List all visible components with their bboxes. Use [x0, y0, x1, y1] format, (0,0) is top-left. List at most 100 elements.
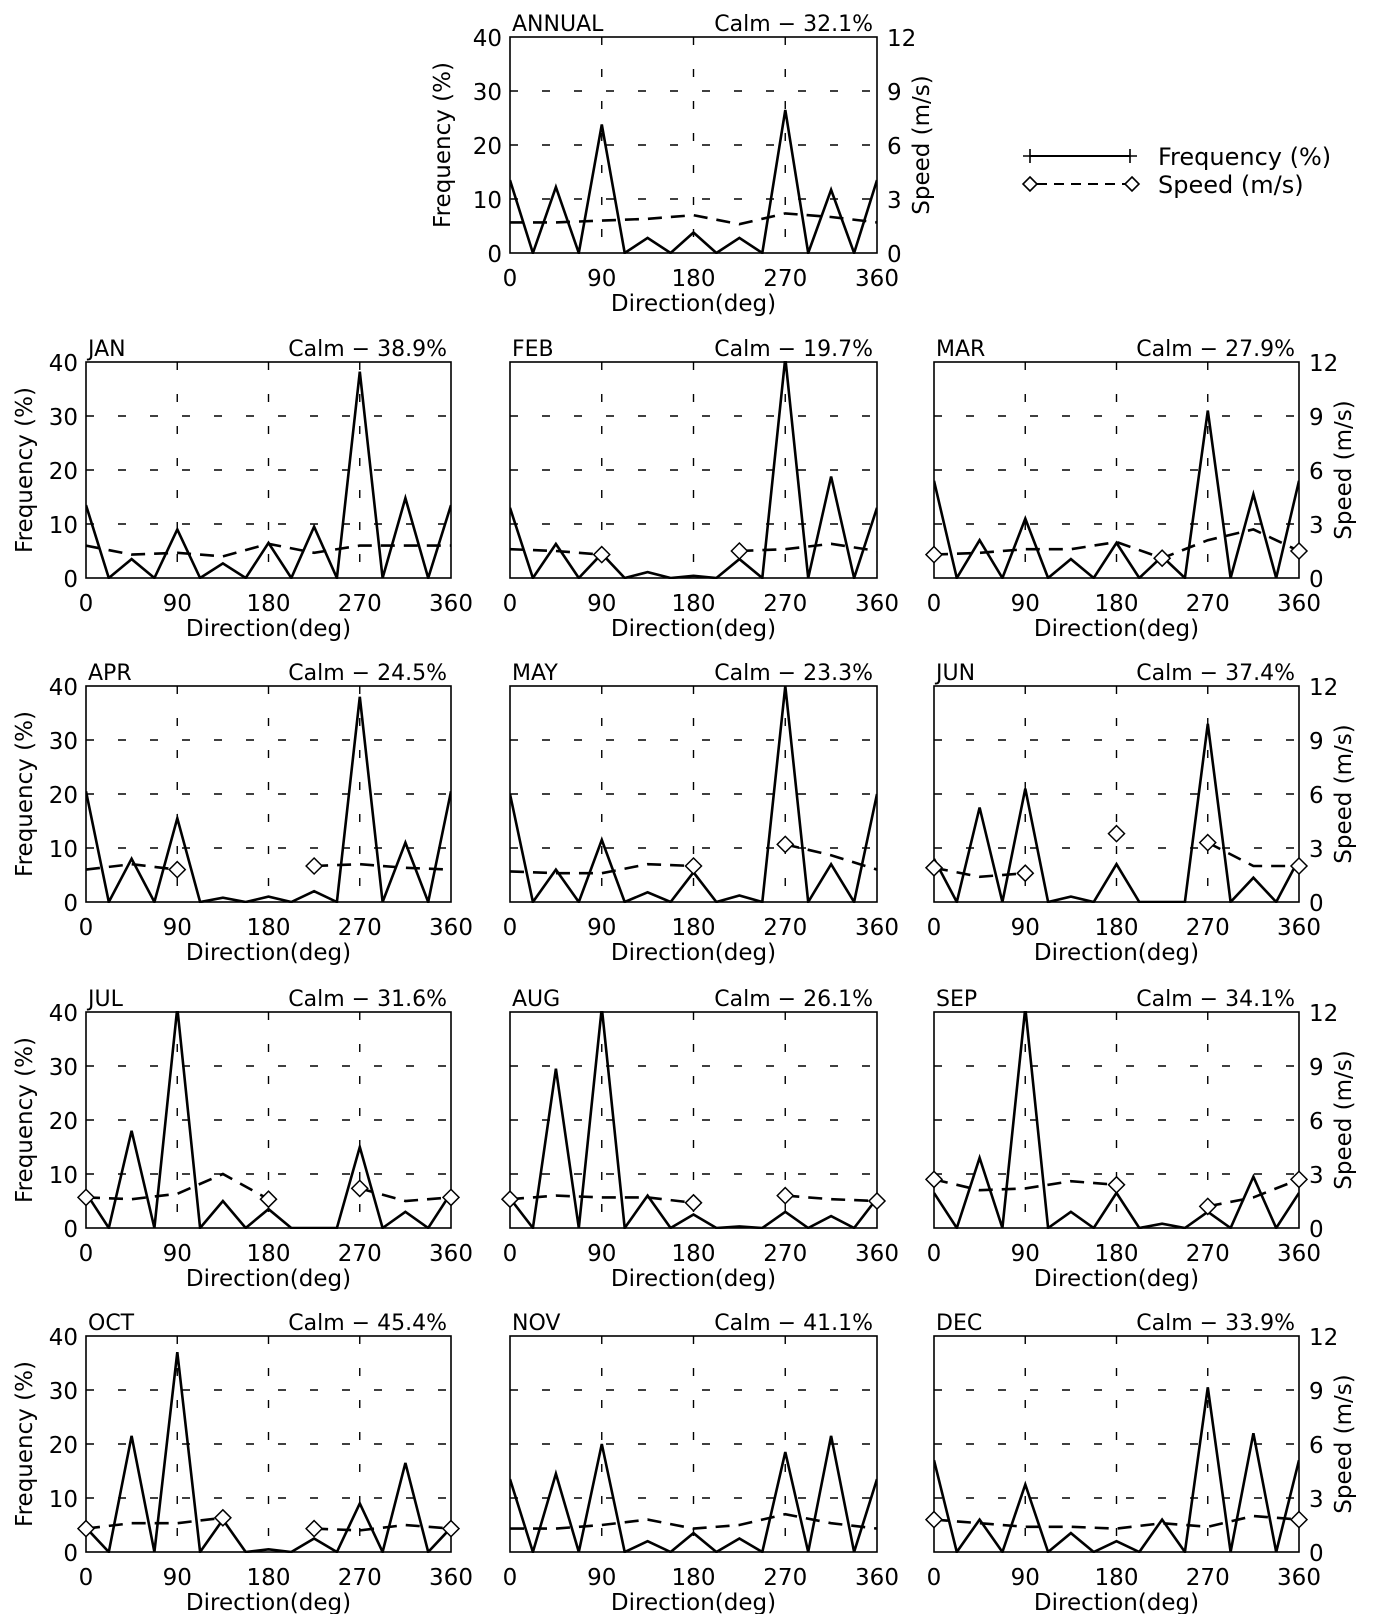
x-tick-label: 0 — [79, 1565, 94, 1591]
y2-tick-label: 6 — [1309, 783, 1324, 809]
y2-tick-label: 3 — [1309, 1163, 1324, 1189]
speed-marker — [867, 1191, 887, 1211]
x-tick-label: 180 — [247, 1241, 291, 1267]
x-tick-label: 0 — [927, 591, 942, 617]
frequency-line — [86, 696, 451, 903]
y2-tick-label: 9 — [1309, 1379, 1324, 1405]
y2-tick-label: 9 — [1309, 1055, 1324, 1081]
x-tick-label: 270 — [338, 1565, 382, 1591]
y2-tick-label: 0 — [1309, 1541, 1324, 1567]
panel-sep: SEP Calm − 34.1%0 90 180 270 360Direction(deg… — [924, 987, 1357, 1292]
frequency-line — [86, 1352, 451, 1553]
y-tick-label: 0 — [487, 242, 502, 268]
speed-marker — [441, 1519, 461, 1538]
panels: ANNUAL Calm − 32.1%0 90 180 270 360Direction(… — [12, 12, 1357, 1614]
y-tick-label: 30 — [473, 80, 502, 106]
speed-marker — [776, 1186, 795, 1205]
y-tick-label: 30 — [49, 405, 78, 431]
panel-nov: NOV Calm − 41.1% 0 90 180 270 360 Direction(deg… — [503, 1311, 899, 1614]
speed-marker — [730, 541, 749, 561]
x-tick-label: 90 — [587, 591, 616, 617]
x-tick-label: 270 — [1186, 1565, 1230, 1591]
panel-title: JUN — [934, 661, 975, 686]
y-axis-title: Frequency (%) — [12, 387, 38, 553]
y2-tick-label: 0 — [1309, 891, 1324, 917]
x-axis-title: Direction(deg) — [611, 940, 776, 966]
x-axis-title: Direction(deg) — [1034, 1590, 1199, 1614]
y-tick-label: 0 — [63, 567, 78, 593]
frequency-line — [934, 723, 1299, 903]
frequency-line — [510, 109, 877, 254]
plot-frame — [509, 1335, 878, 1553]
x-tick-label: 180 — [1095, 915, 1139, 941]
speed-line — [933, 528, 1300, 560]
x-tick-label: 90 — [1011, 1565, 1040, 1591]
frequency-line — [86, 1011, 451, 1229]
plot-frame — [85, 1011, 452, 1229]
panel-title: DEC — [936, 1311, 982, 1336]
speed-marker — [924, 1510, 944, 1529]
panel-oct: OCT Calm − 45.4% 0 90 180 270 360 Direction(deg… — [12, 1311, 473, 1614]
speed-line — [785, 843, 878, 871]
y-axis-title: Frequency (%) — [12, 1361, 38, 1527]
panel-feb: FEB Calm − 19.7% 0 90 180 270 360 Direction(deg… — [503, 337, 899, 642]
x-axis-title: Direction(deg) — [611, 1266, 776, 1292]
x-tick-label: 90 — [163, 915, 192, 941]
x-tick-label: 0 — [79, 1241, 94, 1267]
legend-speed-marker-left — [1021, 175, 1039, 193]
x-tick-label: 180 — [672, 591, 716, 617]
y2-tick-label: 12 — [887, 26, 916, 52]
x-axis-title: Direction(deg) — [1034, 616, 1199, 642]
frequency-line — [86, 371, 451, 579]
speed-marker — [213, 1508, 232, 1527]
y-tick-label: 10 — [49, 1487, 78, 1513]
panel-title: NOV — [512, 1311, 560, 1336]
speed-marker — [924, 545, 944, 564]
x-tick-label: 180 — [1095, 1565, 1139, 1591]
x-tick-label: 0 — [503, 1565, 518, 1591]
x-axis-title: Direction(deg) — [186, 940, 351, 966]
speed-marker — [1289, 1510, 1309, 1529]
y-tick-label: 0 — [63, 1217, 78, 1243]
x-tick-label: 90 — [1011, 591, 1040, 617]
speed-marker — [305, 1519, 324, 1538]
speed-line — [85, 862, 178, 871]
panel-title: JAN — [86, 337, 126, 362]
y2-tick-label: 12 — [1309, 675, 1338, 701]
plot-frame — [509, 1011, 878, 1229]
speed-line — [509, 862, 694, 875]
speed-line — [933, 1514, 1300, 1530]
x-tick-label: 360 — [855, 915, 899, 941]
plot-frame — [85, 1335, 452, 1553]
x-tick-label: 90 — [1011, 915, 1040, 941]
y2-axis-title: Speed (m/s) — [1331, 1050, 1357, 1190]
x-tick-label: 180 — [672, 1565, 716, 1591]
x-axis-title: Direction(deg) — [186, 616, 351, 642]
speed-marker — [168, 860, 187, 879]
y2-tick-label: 6 — [1309, 1109, 1324, 1135]
panel-dec: DEC Calm − 33.9%0 90 180 270 360Direction(deg… — [924, 1311, 1357, 1614]
speed-line — [85, 542, 451, 558]
y2-tick-label: 12 — [1309, 1325, 1338, 1351]
panel-title: MAY — [512, 661, 558, 686]
x-tick-label: 90 — [587, 1241, 616, 1267]
plot-frame — [933, 685, 1300, 903]
frequency-line — [934, 410, 1299, 579]
calm-label: Calm − 31.6% — [288, 987, 447, 1012]
x-tick-label: 90 — [587, 915, 616, 941]
x-tick-label: 360 — [1277, 1241, 1321, 1267]
x-tick-label: 360 — [429, 591, 473, 617]
y2-tick-label: 6 — [887, 134, 902, 160]
speed-line — [1207, 1178, 1300, 1208]
y2-axis-title: Speed (m/s) — [1331, 400, 1357, 540]
y-tick-label: 40 — [49, 675, 78, 701]
x-tick-label: 360 — [855, 266, 899, 292]
x-tick-label: 90 — [587, 266, 616, 292]
x-tick-label: 0 — [503, 915, 518, 941]
x-tick-label: 90 — [587, 1565, 616, 1591]
frequency-line — [510, 1011, 877, 1229]
y2-tick-label: 9 — [1309, 405, 1324, 431]
x-tick-label: 270 — [1186, 915, 1230, 941]
y2-tick-label: 3 — [1309, 513, 1324, 539]
x-tick-label: 0 — [79, 915, 94, 941]
